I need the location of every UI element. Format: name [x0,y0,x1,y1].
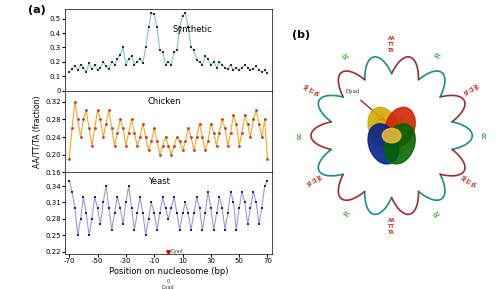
Text: AA
TT
TA: AA TT TA [304,174,322,188]
Text: AA
TT
TA: AA TT TA [388,218,396,235]
Ellipse shape [369,117,414,154]
Text: GC: GC [298,132,303,139]
Text: AA
TT
TA: AA TT TA [304,83,322,98]
Text: GC: GC [342,53,350,61]
Text: 0
Dyad: 0 Dyad [162,279,174,289]
Text: Dyad: Dyad [345,89,360,94]
Y-axis label: AA/TT/TA (fraction): AA/TT/TA (fraction) [34,95,42,168]
Text: (b): (b) [292,30,310,40]
Text: AA
TT
TA: AA TT TA [462,83,479,98]
Text: Dyad: Dyad [170,249,183,254]
X-axis label: Position on nucleosome (bp): Position on nucleosome (bp) [108,267,228,276]
Text: Yeast: Yeast [148,177,170,186]
Ellipse shape [368,107,398,147]
Text: AA
TT
TA: AA TT TA [462,174,479,188]
Ellipse shape [368,124,398,164]
Text: Synthetic: Synthetic [172,25,212,34]
Text: GC: GC [432,210,442,218]
Text: AA
TT
TA: AA TT TA [388,36,396,53]
Text: GC: GC [480,132,485,139]
Text: GC: GC [342,210,350,218]
Ellipse shape [384,124,415,164]
Text: Chicken: Chicken [148,97,181,106]
Text: (a): (a) [28,5,46,14]
Text: GC: GC [432,53,442,61]
Ellipse shape [384,107,415,147]
Ellipse shape [382,128,401,143]
